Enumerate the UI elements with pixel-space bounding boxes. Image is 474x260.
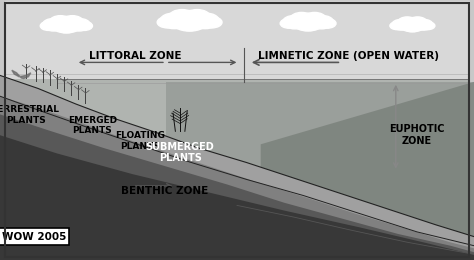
Circle shape xyxy=(43,18,65,31)
Circle shape xyxy=(398,17,416,27)
Circle shape xyxy=(303,12,326,25)
Circle shape xyxy=(191,13,219,29)
Circle shape xyxy=(174,14,205,31)
Bar xyxy=(5,1,469,81)
Circle shape xyxy=(420,22,435,30)
Circle shape xyxy=(40,21,57,30)
Circle shape xyxy=(54,19,79,33)
Bar xyxy=(5,79,469,257)
Text: BENTHIC ZONE: BENTHIC ZONE xyxy=(121,186,208,196)
Text: SUBMERGED
PLANTS: SUBMERGED PLANTS xyxy=(146,142,215,163)
Polygon shape xyxy=(0,114,474,260)
Circle shape xyxy=(171,10,209,31)
Circle shape xyxy=(51,16,82,33)
Circle shape xyxy=(160,13,189,29)
Polygon shape xyxy=(0,75,474,260)
Circle shape xyxy=(309,15,334,29)
Text: EMERGED
PLANTS: EMERGED PLANTS xyxy=(68,116,117,135)
Text: LITTORAL ZONE: LITTORAL ZONE xyxy=(89,51,182,61)
Polygon shape xyxy=(0,96,474,260)
Circle shape xyxy=(50,16,71,27)
Circle shape xyxy=(295,16,321,31)
Circle shape xyxy=(283,15,307,29)
Text: FLOATING
PLANTS: FLOATING PLANTS xyxy=(115,131,165,151)
Text: TERRESTRIAL
PLANTS: TERRESTRIAL PLANTS xyxy=(0,105,60,125)
Circle shape xyxy=(157,17,178,28)
Circle shape xyxy=(291,12,313,25)
Polygon shape xyxy=(12,70,31,79)
Circle shape xyxy=(399,17,426,32)
Circle shape xyxy=(413,19,433,30)
Circle shape xyxy=(409,17,427,27)
Circle shape xyxy=(184,10,210,24)
Polygon shape xyxy=(0,135,474,260)
Text: EUPHOTIC
ZONE: EUPHOTIC ZONE xyxy=(389,124,445,146)
Circle shape xyxy=(390,22,404,30)
Circle shape xyxy=(67,18,90,31)
Circle shape xyxy=(392,19,412,30)
Polygon shape xyxy=(261,82,474,257)
Circle shape xyxy=(280,18,298,28)
Circle shape xyxy=(76,21,92,30)
Circle shape xyxy=(319,18,336,28)
Circle shape xyxy=(201,17,222,28)
Circle shape xyxy=(292,13,324,31)
Circle shape xyxy=(62,16,83,27)
Text: WOW 2005: WOW 2005 xyxy=(2,232,66,242)
Polygon shape xyxy=(166,82,474,257)
Circle shape xyxy=(169,10,195,24)
Text: LIMNETIC ZONE (OPEN WATER): LIMNETIC ZONE (OPEN WATER) xyxy=(258,51,439,61)
Circle shape xyxy=(401,20,423,31)
